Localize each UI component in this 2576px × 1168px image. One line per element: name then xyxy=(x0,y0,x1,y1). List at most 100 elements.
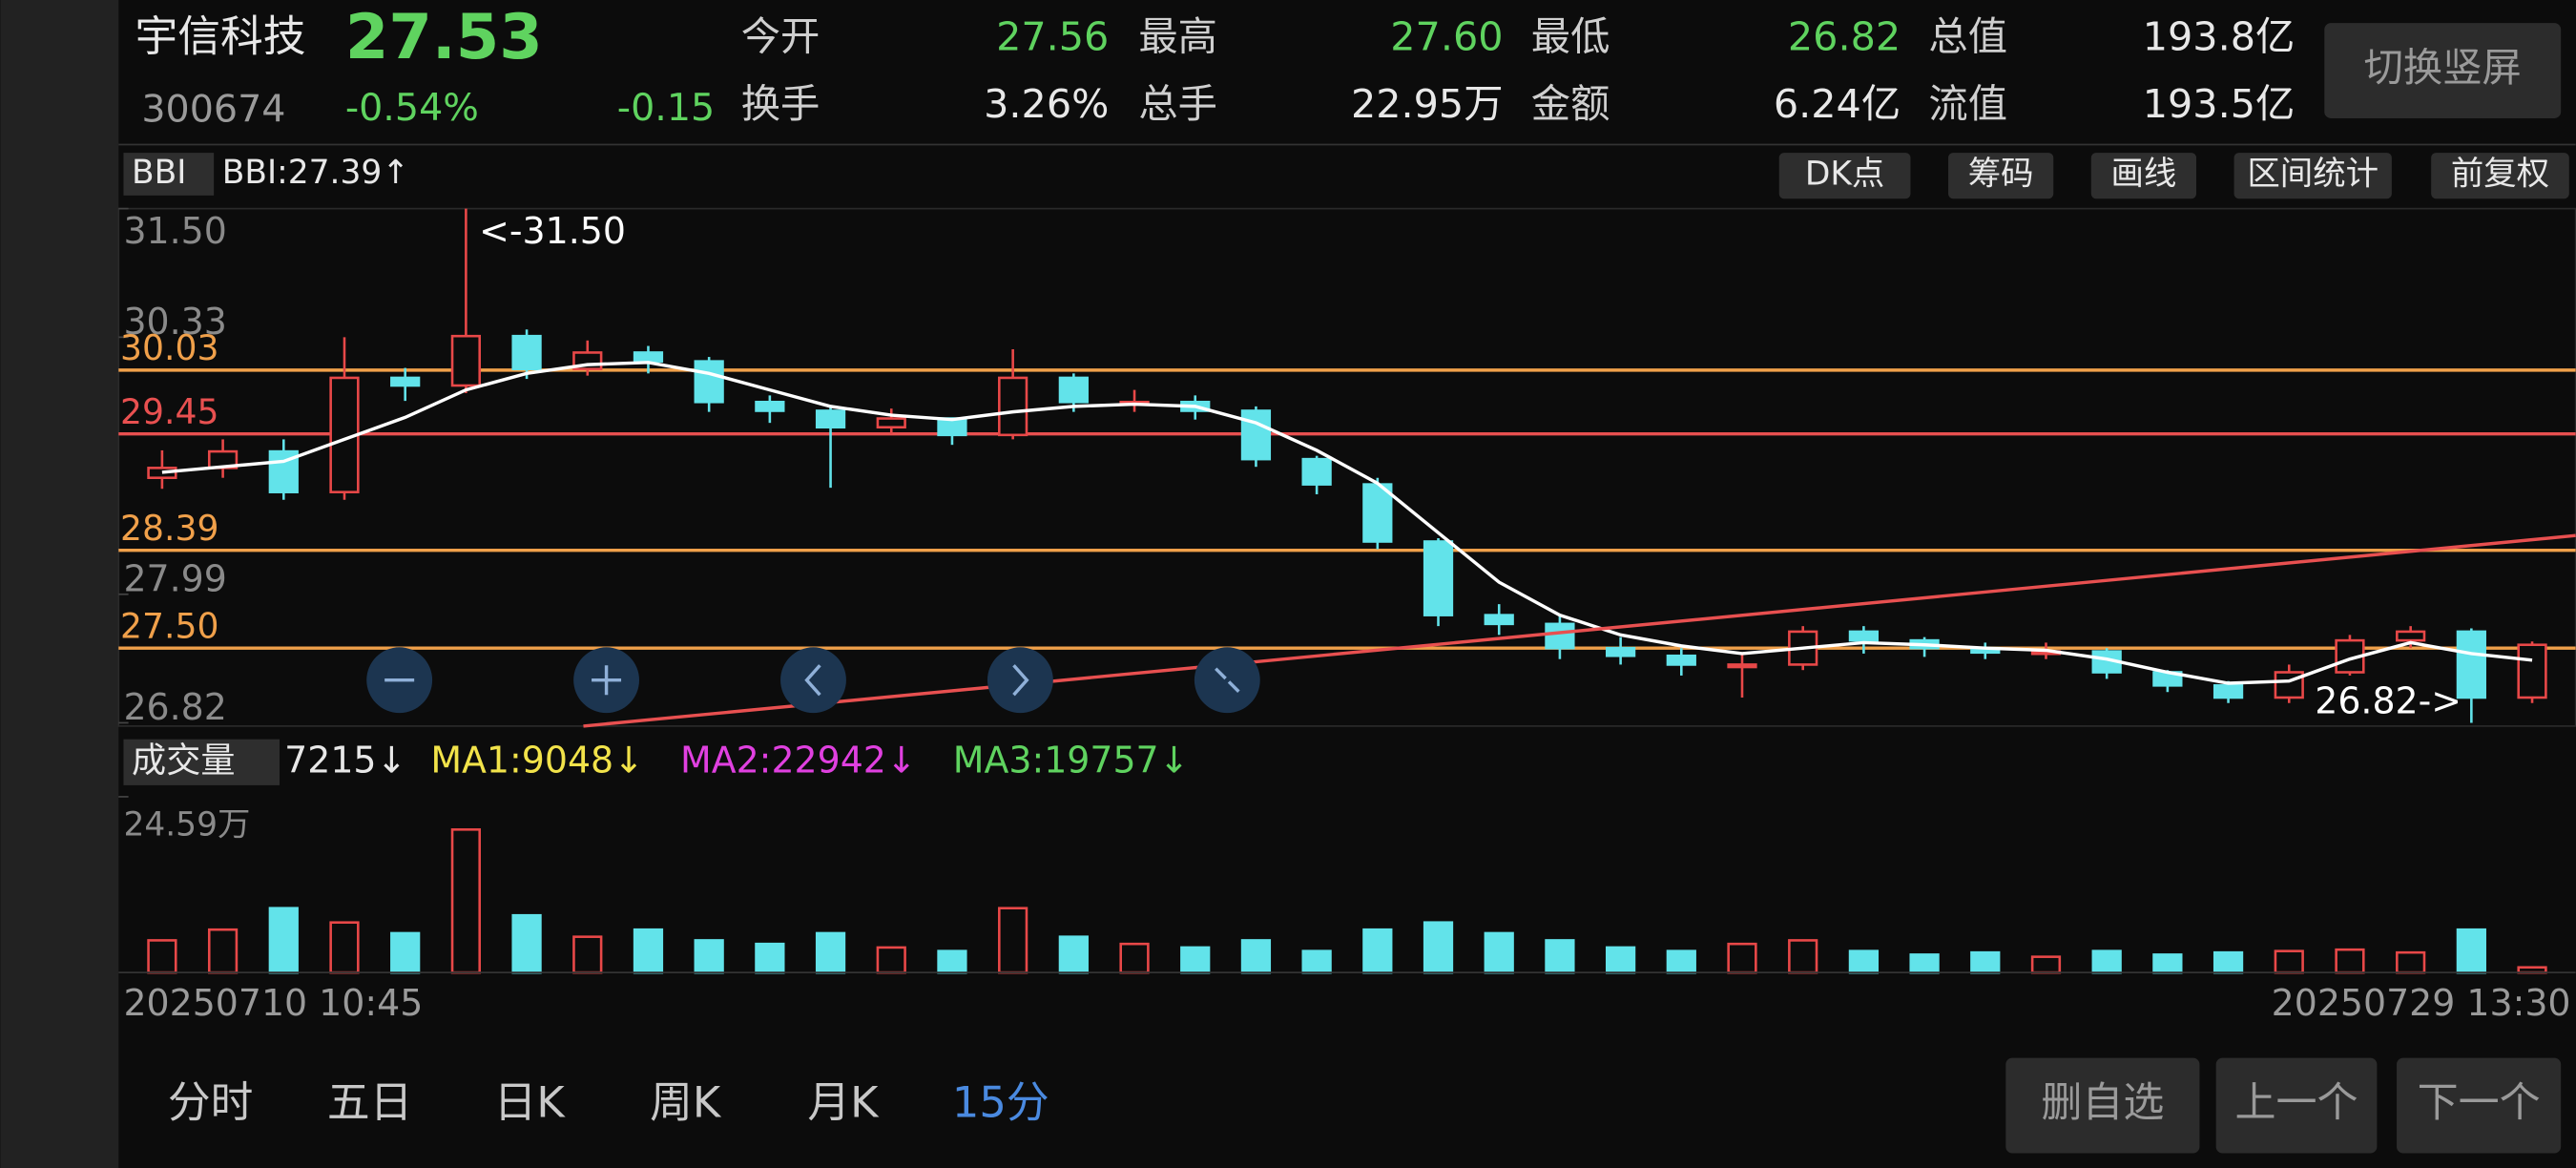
volume-bar xyxy=(2152,953,2183,974)
candle-body xyxy=(450,334,482,387)
volume-bar xyxy=(2030,955,2062,974)
move-left[interactable] xyxy=(780,647,846,714)
period-tab[interactable]: 周K xyxy=(650,1077,722,1128)
toolbar-buttons: DK点 筹码 画线 区间统计 前复权 xyxy=(1778,153,2569,199)
reset[interactable] xyxy=(1194,647,1260,714)
volume-bar xyxy=(1119,942,1150,974)
toolbar-button[interactable] xyxy=(2090,153,2196,199)
toolbar-button-label[interactable]: 画线 xyxy=(2110,156,2176,194)
volume-bar xyxy=(2456,928,2486,974)
candle-body xyxy=(2517,643,2547,699)
footer-button-label[interactable]: 下一个 xyxy=(2418,1079,2541,1127)
candle-body xyxy=(815,409,846,429)
volume-chart: MA1:9048↓ MA2:22942↓ MA3:19757↓ 24.59万 20250… xyxy=(118,739,2571,1024)
x-label: 20250729 13:30 xyxy=(2272,982,2571,1024)
toolbar-button[interactable] xyxy=(2431,153,2569,199)
indicator[interactable]: BBI xyxy=(132,154,186,192)
stat-value: 3.26% xyxy=(984,81,1109,127)
volume-selector[interactable] xyxy=(123,739,280,785)
x-label: 20250710 10:45 xyxy=(123,982,423,1024)
volume-bar xyxy=(207,928,239,974)
volume-bar xyxy=(2335,948,2365,974)
period-tab[interactable]: 分时 xyxy=(168,1077,254,1128)
footer-button[interactable] xyxy=(2397,1057,2562,1154)
toolbar-button[interactable] xyxy=(2233,153,2392,199)
footer-button[interactable] xyxy=(2215,1057,2378,1154)
volume-bar xyxy=(2396,950,2426,974)
volume-bar xyxy=(1605,946,1636,974)
volume-bar xyxy=(1545,939,1575,974)
y-tick-label: 30.33 xyxy=(123,301,226,343)
toolbar-button-label[interactable]: 筹码 xyxy=(1968,156,2034,194)
stat-label: 金额 xyxy=(1531,81,1610,127)
toolbar-button-label[interactable]: 区间统计 xyxy=(2247,156,2379,194)
zoom-icons xyxy=(384,664,1240,697)
candle-body xyxy=(1666,654,1696,666)
stat-label: 流值 xyxy=(1928,81,2007,127)
period-tab[interactable]: 月K xyxy=(807,1077,880,1128)
volume-bar xyxy=(1970,950,2001,974)
volume-bar xyxy=(876,946,906,974)
toolbar-button[interactable] xyxy=(1948,153,2054,199)
period-tab[interactable]: 五日 xyxy=(327,1077,413,1128)
period-tab[interactable]: 15分 xyxy=(952,1077,1049,1128)
y-tick-label: 27.99 xyxy=(123,557,226,599)
volume-bar xyxy=(2274,949,2304,974)
volume-bar xyxy=(1909,953,1940,974)
footer-button[interactable] xyxy=(2005,1057,2200,1154)
level-label: 29.45 xyxy=(120,391,218,432)
toolbar-button-label[interactable]: 前复权 xyxy=(2451,156,2549,194)
price-chart: 31.50 30.33 27.99 26.82 30.03 29.45 28.39 27.50… xyxy=(118,207,2576,728)
zoom-controls xyxy=(366,647,1260,714)
switch-button-label[interactable]: 切换竖屏 xyxy=(2364,45,2522,91)
stock-name: 宇信科技 xyxy=(135,10,305,61)
volume-bar xyxy=(633,928,664,974)
volume-bar xyxy=(1301,949,1332,974)
toolbar-button-label[interactable]: DK点 xyxy=(1805,156,1885,194)
volume-current: 7215↓ xyxy=(284,739,406,781)
switch-button[interactable] xyxy=(2324,23,2562,118)
candle-body xyxy=(1058,376,1089,404)
stat-label: 最高 xyxy=(1138,13,1217,59)
stat-value: 193.8亿 xyxy=(2143,13,2296,59)
stat-label: 换手 xyxy=(741,81,821,127)
stat-label: 最低 xyxy=(1531,13,1610,59)
footer-button-label[interactable]: 上一个 xyxy=(2234,1079,2358,1127)
candle-body xyxy=(2274,671,2304,699)
candle-body xyxy=(1848,630,1880,642)
volume-selector-label[interactable]: 成交量 xyxy=(132,740,235,781)
candle-body xyxy=(633,351,664,363)
candle-body xyxy=(755,400,785,412)
stat-label: 总手 xyxy=(1138,81,1217,127)
stat-value: 22.95万 xyxy=(1351,81,1504,127)
y-tick-label: 24.59万 xyxy=(123,805,250,844)
stat-label: 总值 xyxy=(1928,13,2007,59)
bbi-line xyxy=(161,361,2533,685)
stat-value: 27.60 xyxy=(1390,13,1503,59)
stat-value: 193.5亿 xyxy=(2143,81,2296,127)
volume-bar xyxy=(937,949,967,974)
footer-button-label[interactable]: 删自选 xyxy=(2041,1079,2164,1127)
annotation: <-31.50 xyxy=(479,210,626,252)
volume-bar xyxy=(1362,928,1393,974)
y-tick-label: 26.82 xyxy=(123,686,226,728)
candle-body xyxy=(876,417,906,429)
toolbar-button[interactable] xyxy=(1778,153,1911,199)
left-strip xyxy=(0,0,119,1168)
candle-body xyxy=(1727,663,1757,669)
candle-body xyxy=(2212,684,2244,699)
trend-line xyxy=(583,533,2576,728)
indicator-dropdown[interactable] xyxy=(123,153,215,196)
stat-label: 今开 xyxy=(741,13,821,59)
move-right[interactable] xyxy=(987,647,1053,714)
period-tab[interactable]: 日K xyxy=(494,1077,567,1128)
volume-bar xyxy=(1058,935,1089,974)
volume-bar xyxy=(1240,939,1272,974)
volume-bar xyxy=(1788,939,1818,974)
volume-bar xyxy=(329,921,360,974)
level-label: 27.50 xyxy=(120,606,218,647)
candle-body xyxy=(511,334,542,371)
candle-body xyxy=(1484,614,1514,626)
